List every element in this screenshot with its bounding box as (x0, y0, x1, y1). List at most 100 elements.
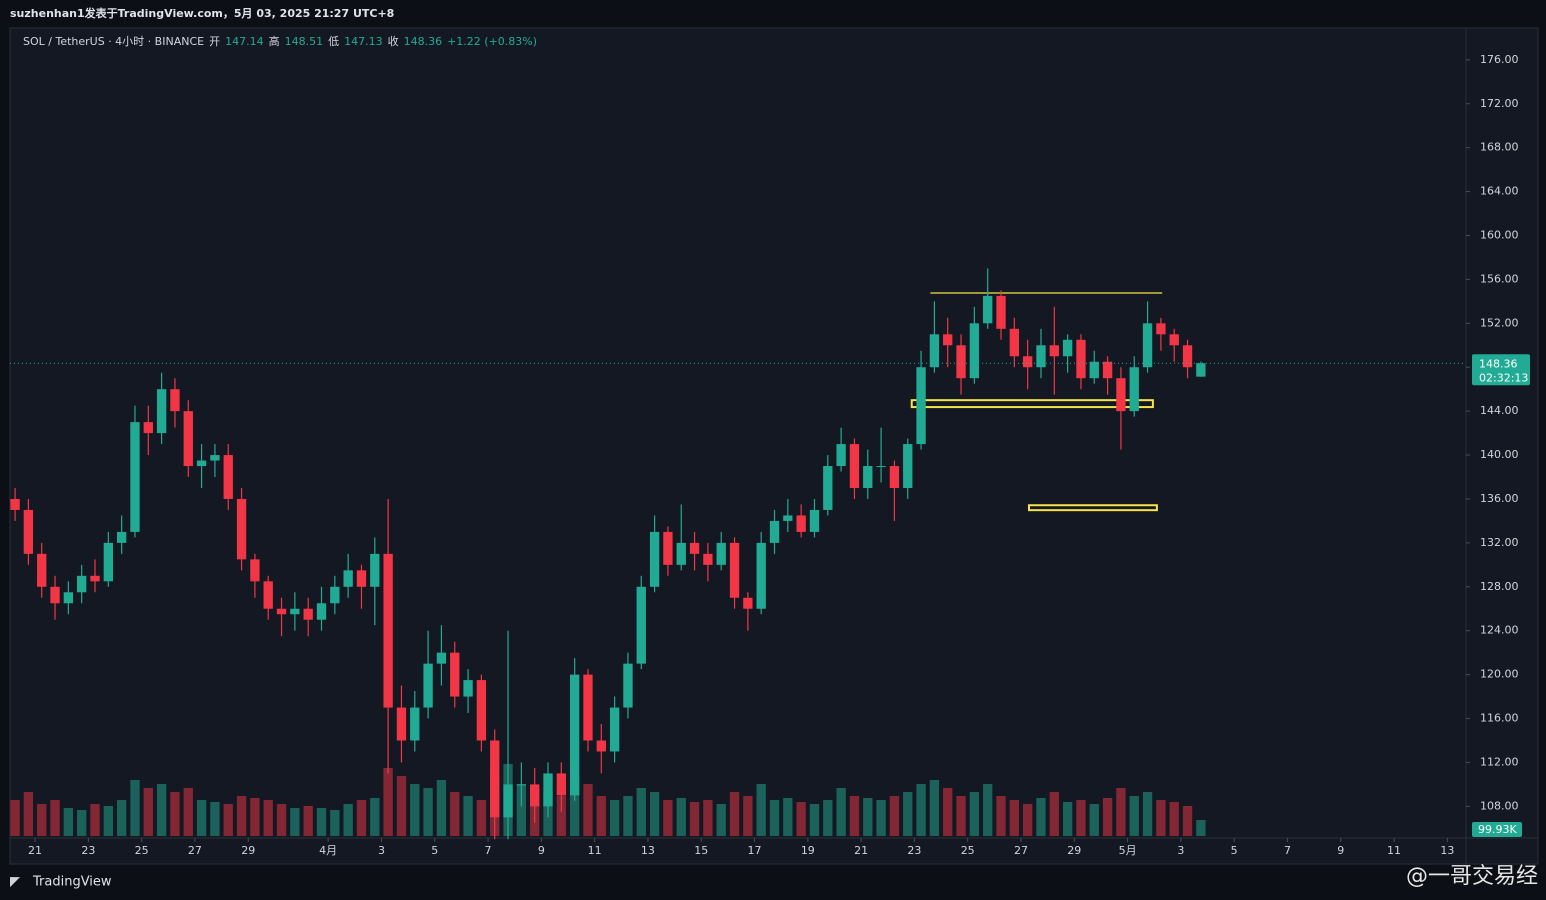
candle-body (383, 553, 393, 708)
candle-body (1129, 367, 1139, 412)
volume-bar (823, 800, 833, 836)
volume-bar (50, 800, 60, 836)
candle-body (1076, 339, 1086, 379)
x-tick-label: 4月 (319, 844, 337, 857)
volume-bar (23, 792, 34, 836)
candle-body (543, 773, 553, 807)
x-tick-label: 13 (641, 844, 655, 857)
volume-bar (956, 796, 966, 836)
chart-pane (9, 27, 1539, 865)
volume-bar (1089, 804, 1099, 836)
candle-body (50, 586, 60, 604)
candle-body (463, 680, 473, 697)
high-label: 高 (269, 34, 280, 48)
x-tick-label: 3 (378, 844, 385, 857)
candle-body (10, 498, 20, 510)
volume-bar (1196, 820, 1206, 836)
volume-bar (663, 800, 673, 836)
volume-label: 99.93K (1478, 823, 1517, 836)
candle-body (1196, 363, 1206, 377)
candle-body (716, 542, 726, 565)
volume-bar (783, 798, 793, 836)
volume-bar (943, 788, 953, 836)
volume-bar (1142, 792, 1153, 836)
y-tick-label: 168.00 (1480, 141, 1519, 154)
candle-body (836, 444, 846, 467)
candle-body (37, 553, 47, 587)
candle-body (516, 784, 527, 786)
volume-bar (156, 784, 167, 836)
volume-bar (903, 792, 913, 836)
candle-body (503, 784, 513, 818)
legend-text: SOL / TetherUS · 4小时 · BINANCE 开 147.14 高 14… (23, 34, 537, 48)
x-tick-label: 11 (588, 844, 602, 857)
candle-body (1009, 328, 1019, 357)
volume-bar (1036, 798, 1046, 836)
last-price-label: 148.36 (1479, 357, 1518, 370)
volume-bar (410, 784, 420, 836)
candle-body (863, 466, 873, 488)
candle-body (156, 389, 167, 434)
candle-body (823, 466, 833, 510)
volume-bar (196, 800, 207, 836)
candle-body (569, 674, 580, 796)
candle-body (236, 498, 247, 560)
candle-body (490, 740, 500, 818)
volume-bar (463, 796, 473, 836)
volume-bar (1116, 788, 1126, 836)
volume-bar (876, 800, 886, 836)
volume-bar (583, 784, 593, 836)
volume-bar (290, 808, 300, 836)
volume-bar (130, 780, 140, 836)
volume-bar (250, 798, 260, 836)
candle-body (876, 466, 886, 468)
open-value: 147.14 (225, 35, 264, 48)
high-value: 148.51 (285, 35, 324, 48)
y-tick-label: 172.00 (1480, 97, 1519, 110)
volume-bar (343, 804, 353, 836)
candle-body (663, 531, 673, 565)
close-value: 148.36 (404, 35, 443, 48)
candle-body (703, 553, 713, 565)
volume-bar (916, 784, 926, 836)
volume-bar (63, 808, 74, 836)
candle-body (889, 466, 900, 488)
volume-bar (689, 802, 700, 836)
candle-body (1182, 345, 1193, 368)
volume-bar (516, 784, 527, 836)
volume-bar (316, 808, 327, 836)
x-tick-label: 27 (188, 844, 202, 857)
x-tick-label: 9 (538, 844, 545, 857)
volume-bar (263, 800, 273, 836)
x-tick-label: 9 (1337, 844, 1344, 857)
volume-bar (556, 796, 566, 836)
candle-body (116, 531, 127, 543)
y-tick-label: 152.00 (1480, 316, 1519, 329)
candle-body (1089, 361, 1099, 379)
candle-body (423, 663, 433, 708)
y-tick-label: 176.00 (1480, 53, 1519, 66)
volume-bar (450, 792, 460, 836)
candle-body (196, 460, 207, 467)
candle-body (530, 784, 540, 807)
candle-body (943, 334, 953, 346)
candle-body (609, 707, 620, 752)
volume-bar (756, 784, 766, 836)
candle-body (983, 295, 993, 324)
volume-bar (703, 800, 713, 836)
y-tick-label: 164.00 (1480, 185, 1519, 198)
volume-bar (796, 802, 806, 836)
volume-bar (769, 800, 780, 836)
volume-bar (90, 804, 100, 836)
y-tick-label: 140.00 (1480, 448, 1519, 461)
candle-body (596, 740, 606, 752)
x-tick-label: 5 (1231, 844, 1238, 857)
candle-body (370, 553, 380, 587)
volume-bar (623, 796, 633, 836)
candle-body (90, 575, 100, 582)
x-tick-label: 7 (1284, 844, 1291, 857)
candle-body (63, 592, 74, 604)
y-tick-label: 108.00 (1480, 799, 1519, 812)
